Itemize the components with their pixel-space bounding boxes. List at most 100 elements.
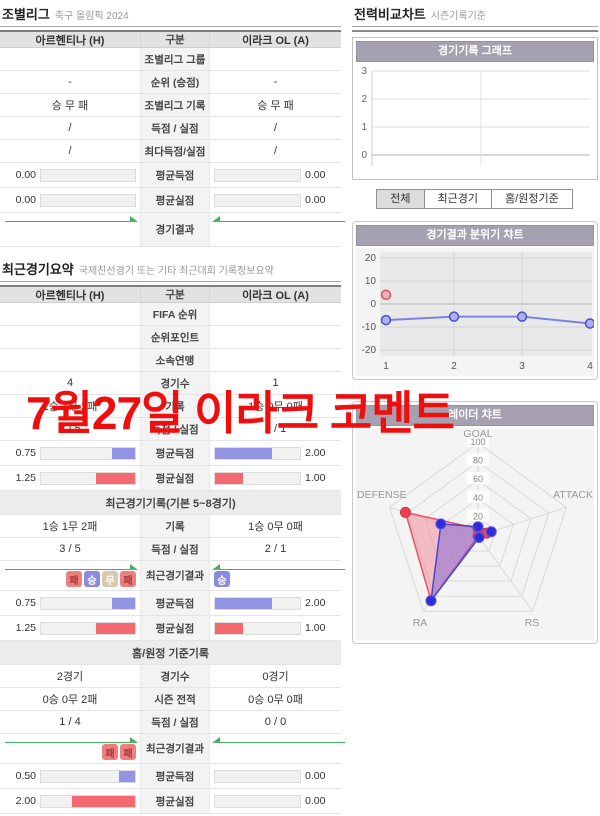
mood-chart-header: 경기결과 분위기 챠트: [356, 225, 594, 246]
away-value-cell: 승: [210, 561, 345, 590]
category-header: 구분: [140, 32, 210, 47]
category-label: 조별리그 기록: [140, 94, 210, 116]
table2-row-10-text: 3 / 5 득점 / 실점 2 / 1: [0, 538, 341, 561]
filter-button-home-away[interactable]: 홈/원정기준: [491, 189, 573, 209]
svg-text:-10: -10: [362, 322, 377, 333]
mood-chart-body: 20 10 0 -10 -20 1 2 3 4: [356, 248, 594, 376]
radar-chart: 100 80 60 40 20 GOAL ATTACK RS RA DEFENSE: [357, 428, 593, 629]
table2-row-0-text: FIFA 순위: [0, 303, 341, 326]
home-bar: 0.75: [0, 596, 140, 610]
category-label: 소속연맹: [140, 349, 210, 371]
away-bar: 0.00: [210, 794, 341, 808]
home-value-cell: 2.00: [0, 789, 140, 813]
bar-fill: [72, 795, 135, 807]
table1-row-7-result: 경기결과: [0, 213, 345, 247]
away-value-cell: /: [273, 145, 278, 157]
bar-value: 1.00: [305, 472, 326, 484]
svg-text:GOAL: GOAL: [463, 428, 492, 440]
home-value-cell: 1.25: [0, 466, 140, 490]
home-value-cell: 0.00: [0, 163, 140, 187]
category-label: 득점 / 실점: [140, 117, 210, 139]
home-value-cell: 1.25: [0, 616, 140, 640]
section2-subtitle: 국제친선경기 또는 기타 최근대회 기록정보요약: [78, 266, 274, 277]
away-value-cell: 0승 0무 0패: [248, 694, 303, 706]
result-badge-win: 승: [214, 571, 230, 587]
category-label: 최다득점/실점: [140, 140, 210, 162]
bar-value: 0.00: [305, 169, 326, 181]
green-arrow-icon: [212, 564, 345, 570]
home-value-cell: /: [68, 122, 72, 134]
away-value-cell: 1승 0무 0패: [248, 521, 303, 533]
table1-row-1-text: - 순위 (승점) -: [0, 71, 341, 94]
home-value-cell: [0, 213, 140, 246]
away-value-cell: [210, 349, 341, 371]
svg-text:100: 100: [470, 437, 485, 447]
right-title: 전력비교차트: [354, 7, 426, 22]
away-result: 승: [210, 561, 345, 590]
result-badge-draw: 무: [102, 571, 118, 587]
table2-subheader: 최근경기기록(기본 5~8경기): [0, 491, 341, 515]
svg-text:2: 2: [361, 94, 367, 105]
bar-track: [214, 596, 301, 610]
overlay-comment-text: 7월27일 이라크 코멘트: [26, 387, 455, 439]
away-team-header: 이라크 OL (A): [242, 289, 309, 302]
mood-chart-panel: 경기결과 분위기 챠트 20 10 0 -10 -20 1 2 3 4: [352, 221, 598, 380]
away-value-cell: 2 / 1: [264, 423, 287, 435]
svg-text:0: 0: [361, 150, 367, 161]
subheader-label: 최근경기기록(기본 5~8경기): [105, 497, 236, 510]
away-value-cell: 2 / 1: [264, 543, 287, 555]
bar-track: [214, 193, 301, 207]
home-value-cell: -: [68, 76, 72, 88]
svg-text:3: 3: [361, 66, 367, 77]
category-label: 최근경기결과: [140, 734, 210, 763]
bar-value: 0.75: [15, 597, 36, 609]
away-bar: 1.00: [210, 471, 341, 485]
bar-track: [214, 168, 301, 182]
bar-track: [40, 596, 136, 610]
bar-track: [40, 769, 136, 783]
divider: [352, 26, 598, 27]
filter-button-all[interactable]: 전체: [376, 189, 425, 209]
filter-button-recent[interactable]: 최근경기: [423, 189, 493, 209]
svg-text:10: 10: [365, 276, 377, 287]
svg-text:4: 4: [587, 361, 593, 372]
bar-value: 1.25: [15, 472, 36, 484]
section2-title: 최근경기요약: [2, 262, 74, 277]
bar-fill: [95, 622, 135, 634]
away-result: [210, 213, 345, 246]
away-value-cell: 1승 0무 0패: [248, 401, 303, 413]
table2-row-9-text: 1승 1무 2패 기록 1승 0무 0패: [0, 515, 341, 538]
category-label: 순위포인트: [140, 326, 210, 348]
table1-row-4-text: / 최다득점/실점 /: [0, 140, 341, 163]
bar-track: [40, 168, 136, 182]
svg-text:ATTACK: ATTACK: [553, 489, 593, 501]
away-result: [210, 734, 345, 763]
home-value-cell: 승 무 패: [51, 100, 89, 112]
group-league-table: 아르헨티나 (H) 구분 이라크 OL (A) 조별리그 그룹 - 순위 (승점) -…: [0, 30, 345, 247]
svg-text:1: 1: [361, 122, 367, 133]
result-badge-lose: 패: [120, 571, 136, 587]
table1-row-0-text: 조별리그 그룹: [0, 48, 341, 71]
home-team-header: 아르헨티나 (H): [35, 289, 105, 302]
table2-row-11-result: 패 승 무 패 최근경기결과 승: [0, 561, 345, 591]
recent-summary-table: 아르헨티나 (H) 구분 이라크 OL (A) FIFA 순위 순위포인트 소속연맹…: [0, 285, 345, 814]
away-value-cell: 1.00: [210, 466, 341, 490]
bar-track: [40, 621, 136, 635]
category-label: 평균실점: [140, 188, 210, 212]
home-value-cell: 2경기: [56, 671, 84, 683]
home-value-cell: 0.50: [0, 764, 140, 788]
result-badge-lose: 패: [66, 571, 82, 587]
away-value-cell: 0.00: [210, 764, 341, 788]
radar-chart-body: 100 80 60 40 20 GOAL ATTACK RS RA DEFENSE: [356, 428, 594, 640]
table2-row-17-text: 1 / 4 득점 / 실점 0 / 0: [0, 711, 341, 734]
bar-track: [214, 446, 301, 460]
table2-row-2-text: 소속연맹: [0, 349, 341, 372]
bar-fill: [111, 597, 135, 609]
category-label: 평균실점: [140, 466, 210, 490]
table2-row-16-text: 0승 0무 2패 시즌 전적 0승 0무 0패: [0, 688, 341, 711]
